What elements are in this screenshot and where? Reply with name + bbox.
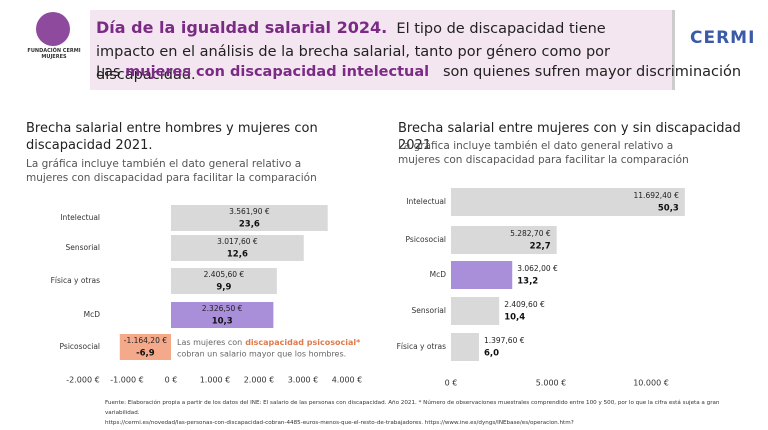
x-tick-label: 5.000 € xyxy=(536,379,567,388)
source: Fuente: Elaboración propia a partir de l… xyxy=(105,400,720,416)
value-label: 3.017,60 € xyxy=(217,237,258,246)
subtitle-a: Las xyxy=(96,64,121,80)
bar xyxy=(171,205,328,231)
pct-label: 9,9 xyxy=(216,283,231,293)
pct-label: 50,3 xyxy=(658,204,679,214)
pct-label: -6,9 xyxy=(136,349,155,359)
bar xyxy=(451,188,685,216)
value-label: 3.561,90 € xyxy=(229,207,270,216)
pct-label: 23,6 xyxy=(239,220,260,230)
chart-subtitle: La gráfica incluye también el dato gener… xyxy=(398,140,689,166)
category-label: Intelectual xyxy=(60,213,100,222)
bar xyxy=(451,297,500,325)
value-label: 5.282,70 € xyxy=(510,229,551,238)
value-label: 2.405,60 € xyxy=(204,270,245,279)
urls: https://cermi.es/novedad/las-personas-co… xyxy=(105,420,574,426)
logo-text: FUNDACIÓN CERMI MUJERES xyxy=(27,48,81,60)
subtitle: Las mujeres con discapacidad intelectual… xyxy=(96,64,741,80)
footer: Fuente: Elaboración propia a partir de l… xyxy=(105,398,745,430)
value-label: -1.164,20 € xyxy=(124,336,167,345)
value-label: 11.692,40 € xyxy=(634,191,680,200)
value-label: 2.409,60 € xyxy=(504,300,545,309)
pct-label: 12,6 xyxy=(227,250,248,260)
pct-label: 6,0 xyxy=(484,349,499,359)
category-label: Sensorial xyxy=(66,243,100,252)
x-tick-label: 3.000 € xyxy=(288,376,319,385)
x-tick-label: 2.000 € xyxy=(244,376,275,385)
bar xyxy=(171,235,304,261)
category-label: McD xyxy=(84,310,101,319)
x-tick-label: 4.000 € xyxy=(332,376,363,385)
annotation: Las mujeres con discapacidad psicosocial* xyxy=(177,338,361,347)
value-label: 1.397,60 € xyxy=(484,336,525,345)
x-tick-label: 1.000 € xyxy=(200,376,231,385)
category-label: Física y otras xyxy=(51,276,101,285)
chart-subtitle: La gráfica incluye también el dato gener… xyxy=(26,158,317,184)
category-label: Física y otras xyxy=(397,342,447,351)
annotation-text: Las mujeres con xyxy=(177,338,242,347)
category-label: Sensorial xyxy=(412,306,446,315)
bar xyxy=(171,268,277,294)
chart-title: Brecha salarial entre mujeres con y sin … xyxy=(398,121,741,153)
x-tick-label: -2.000 € xyxy=(66,376,99,385)
title-rest: El tipo de discapacidad tiene impacto en… xyxy=(96,21,610,83)
subtitle-b: son quienes sufren mayor discriminación xyxy=(442,64,742,80)
category-label: Psicosocial xyxy=(406,235,446,244)
x-tick-label: -1.000 € xyxy=(110,376,143,385)
value-label: 3.062,00 € xyxy=(517,264,558,273)
value-label: 2.326,50 € xyxy=(202,304,243,313)
category-label: Psicosocial xyxy=(60,342,100,351)
chart-title: Brecha salarial entre hombres y mujeres … xyxy=(26,121,318,153)
bar xyxy=(451,261,513,289)
x-tick-label: 0 € xyxy=(445,379,458,388)
logo-right: CERMI xyxy=(690,28,756,48)
pct-label: 10,3 xyxy=(212,317,233,327)
annotation-text: cobran un salario mayor que los hombres. xyxy=(177,350,346,359)
category-label: McD xyxy=(430,270,447,279)
bar xyxy=(171,302,274,328)
title-strong: Día de la igualdad salarial 2024. xyxy=(96,18,388,37)
annotation-strong: discapacidad psicosocial* xyxy=(245,338,361,347)
bar xyxy=(119,334,171,360)
title-box xyxy=(90,10,675,90)
pct-label: 10,4 xyxy=(504,313,525,323)
x-tick-label: 10.000 € xyxy=(633,379,669,388)
pct-label: 22,7 xyxy=(530,242,551,252)
subtitle-strong: mujeres con discapacidad intelectual xyxy=(125,64,430,80)
pct-label: 13,2 xyxy=(517,277,538,287)
x-tick-label: 0 € xyxy=(165,376,178,385)
category-label: Intelectual xyxy=(406,197,446,206)
bar xyxy=(451,333,479,361)
bar xyxy=(451,226,557,254)
title: Día de la igualdad salarial 2024. El tip… xyxy=(96,16,666,87)
logo-mark xyxy=(36,12,70,46)
